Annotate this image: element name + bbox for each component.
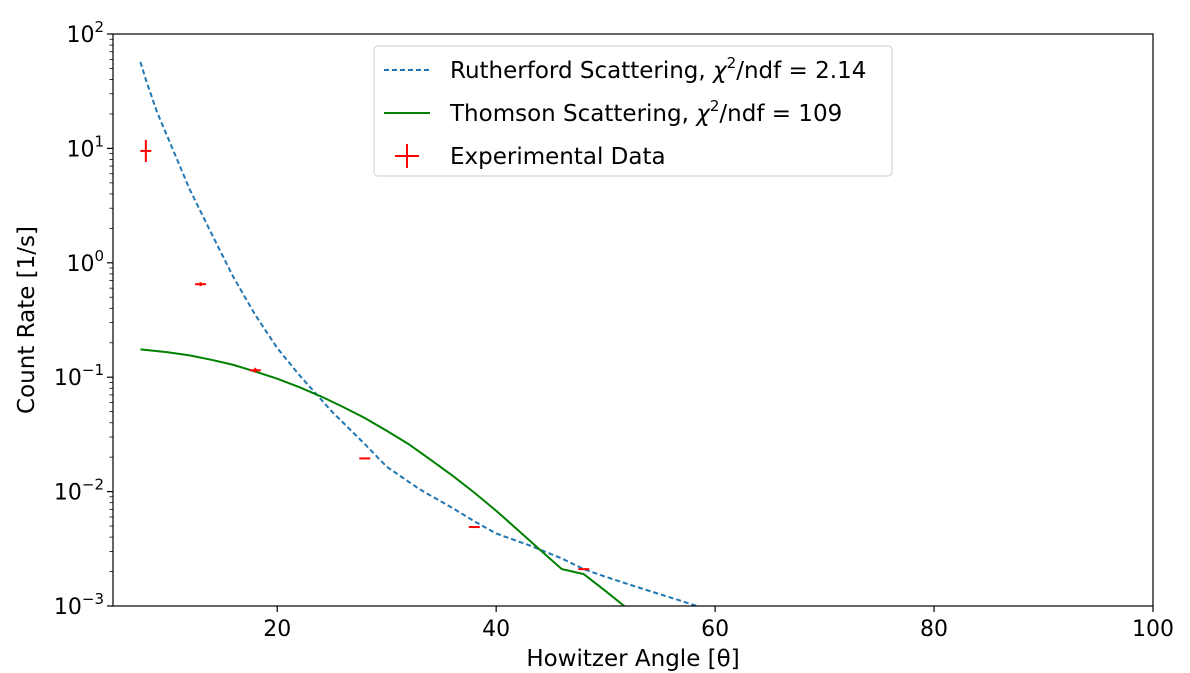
y-tick-label: 10−3 <box>54 590 104 620</box>
legend-swatch <box>395 144 419 168</box>
x-axis-label: Howitzer Angle [θ] <box>526 646 739 672</box>
axis-ticks: 20 40 60 80 100 10−3 10−2 10−1 100 101 102 <box>54 18 1174 642</box>
legend-item: Experimental Data <box>395 144 666 170</box>
x-tick-label: 60 <box>701 617 729 642</box>
data-point <box>249 367 261 373</box>
legend-item: Rutherford Scattering, χ2/ndf = 2.14 <box>384 54 866 84</box>
legend-label: Rutherford Scattering, χ2/ndf = 2.14 <box>450 54 866 84</box>
data-point <box>195 282 207 287</box>
data-point <box>140 139 152 163</box>
legend-label: Thomson Scattering, χ2/ndf = 109 <box>449 97 842 127</box>
plot-area <box>139 61 700 606</box>
y-tick-label: 100 <box>66 247 104 277</box>
y-tick-label: 10−2 <box>54 476 104 506</box>
legend: Rutherford Scattering, χ2/ndf = 2.14 Thom… <box>373 45 893 177</box>
legend-item: Thomson Scattering, χ2/ndf = 109 <box>384 97 842 127</box>
x-tick-label: 40 <box>482 617 510 642</box>
axes-frame <box>112 33 1154 607</box>
x-tick-label: 80 <box>920 617 948 642</box>
series-line-1 <box>140 348 625 606</box>
y-tick-label: 102 <box>66 18 104 48</box>
x-tick-label: 20 <box>263 617 291 642</box>
y-axis-label: Count Rate [1/s] <box>14 226 40 414</box>
legend-box <box>373 45 893 177</box>
series-line-0 <box>139 61 700 606</box>
y-tick-label: 10−1 <box>54 361 104 391</box>
y-tick-label: 101 <box>66 132 104 162</box>
legend-label: Experimental Data <box>450 144 666 170</box>
x-tick-label: 100 <box>1132 617 1174 642</box>
